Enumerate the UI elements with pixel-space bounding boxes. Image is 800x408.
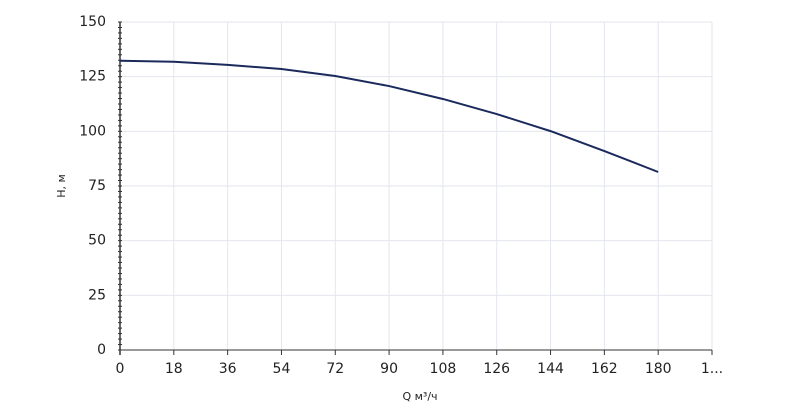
x-axis-label: Q м³/ч: [402, 390, 437, 403]
y-tick-label: 0: [97, 342, 106, 358]
y-tick-label: 75: [88, 178, 106, 194]
x-tick-label: 36: [219, 361, 237, 377]
x-tick-label: 108: [430, 361, 457, 377]
y-tick-label: 150: [79, 14, 106, 30]
x-tick-label: 162: [591, 361, 618, 377]
x-tick-label: 18: [165, 361, 183, 377]
x-tick-label: 180: [645, 361, 672, 377]
x-tick-label: 126: [483, 361, 510, 377]
y-axis-label: H, м: [55, 174, 68, 198]
y-tick-label: 100: [79, 123, 106, 139]
x-tick-label: 72: [326, 361, 344, 377]
y-tick-label: 25: [88, 287, 106, 303]
x-tick-label: 1...: [701, 361, 723, 377]
y-tick-label: 50: [88, 233, 106, 249]
x-tick-label: 54: [273, 361, 291, 377]
y-tick-label: 125: [79, 69, 106, 85]
line: [119, 59, 659, 173]
x-tick-label: 144: [537, 361, 564, 377]
x-tick-label: 90: [380, 361, 398, 377]
x-tick-label: 0: [116, 361, 125, 377]
